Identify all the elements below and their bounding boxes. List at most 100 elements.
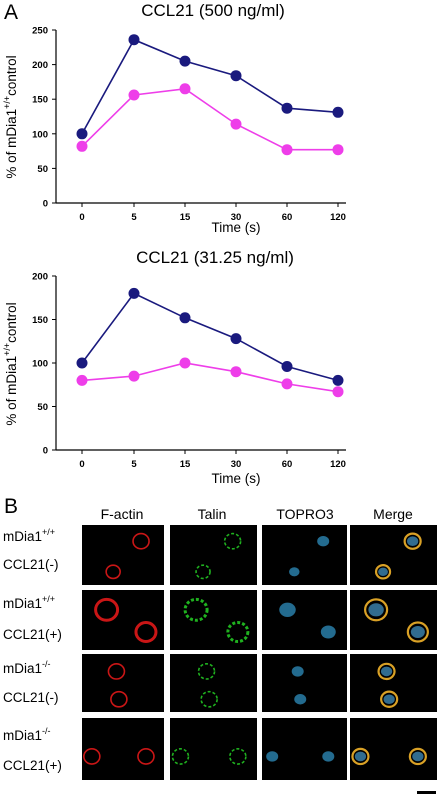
y-tick-label: 100 <box>32 359 48 370</box>
x-tick-label: 30 <box>231 459 242 470</box>
cell-outline <box>408 747 427 766</box>
scale-bar <box>417 791 436 794</box>
data-point <box>179 312 191 324</box>
series-line-1 <box>81 292 339 382</box>
cell-outline <box>94 597 120 622</box>
x-tick-label: 30 <box>231 212 242 223</box>
micrograph-tile <box>262 525 347 585</box>
x-tick-label: 60 <box>282 459 293 470</box>
x-tick-label: 0 <box>79 212 84 223</box>
data-point <box>76 357 88 369</box>
row-label-treatment: CCL21(+) <box>3 758 62 773</box>
x-tick-label: 5 <box>131 459 137 470</box>
genotype-text: mDia1 <box>3 728 42 743</box>
nucleus <box>383 694 395 705</box>
data-point <box>76 374 88 386</box>
y-tick-label: 50 <box>37 164 48 175</box>
nucleus <box>289 567 300 577</box>
micrograph-tile <box>350 590 437 650</box>
y-axis-label-suffix: control <box>4 302 19 343</box>
genotype-sup: -/- <box>42 659 51 669</box>
data-point <box>281 378 293 390</box>
x-tick-label: 60 <box>282 212 293 223</box>
chart-ccl21-31-25: CCL21 (31.25 ng/ml) % of mDia1+/+control… <box>2 248 346 486</box>
panel-a-label: A <box>4 1 18 24</box>
y-tick-label: 0 <box>43 199 48 210</box>
cell-outline <box>83 748 101 765</box>
nucleus <box>354 751 367 762</box>
x-tick-label: 15 <box>180 212 191 223</box>
x-axis-label: Time (s) <box>212 471 261 486</box>
y-tick-label: 200 <box>32 60 48 71</box>
nucleus <box>410 626 425 638</box>
row-label-treatment: CCL21(-) <box>3 690 59 705</box>
row-label-treatment: CCL21(-) <box>3 557 59 572</box>
row-label-genotype: mDia1-/- <box>3 659 51 676</box>
cell-outline <box>351 747 370 766</box>
cell-outline <box>226 621 250 643</box>
cell-outline <box>105 564 121 580</box>
nucleus <box>320 625 336 639</box>
nucleus <box>279 602 296 617</box>
y-tick-label: 0 <box>43 446 48 457</box>
row-label-treatment: CCL21(+) <box>3 627 62 642</box>
data-point <box>230 118 242 130</box>
cell-outline <box>364 598 389 622</box>
data-point <box>230 70 242 82</box>
cell-outline <box>171 748 190 765</box>
genotype-sup: -/- <box>42 726 51 736</box>
data-point <box>179 357 191 369</box>
y-tick-label: 50 <box>37 402 48 413</box>
data-point <box>332 106 344 118</box>
y-tick-label: 200 <box>32 272 48 283</box>
micrograph-tile <box>262 654 347 712</box>
column-header-talin: Talin <box>198 506 227 522</box>
row-label-genotype: mDia1+/+ <box>3 594 55 611</box>
x-tick-label: 120 <box>330 212 346 223</box>
cell-outline <box>223 532 242 550</box>
column-header-topro3: TOPRO3 <box>276 506 334 522</box>
x-tick-label: 120 <box>330 459 346 470</box>
y-axis-label-suffix: control <box>4 55 19 96</box>
y-tick-label: 100 <box>32 129 48 140</box>
micrograph-tile <box>350 525 437 585</box>
y-axis-label-prefix: % of mDia1 <box>4 356 19 426</box>
series-line-2 <box>81 362 339 393</box>
cell-outline <box>200 690 218 708</box>
panel-b-label: B <box>4 495 18 518</box>
x-axis-label: Time (s) <box>212 220 261 235</box>
nucleus <box>317 536 330 547</box>
nucleus <box>294 694 307 705</box>
data-point <box>281 144 293 156</box>
cell-outline <box>195 564 211 580</box>
micrograph-tile <box>262 590 347 650</box>
cell-outline <box>137 748 155 765</box>
data-point <box>230 366 242 378</box>
x-tick-label: 5 <box>131 212 137 223</box>
y-tick-label: 250 <box>32 26 48 37</box>
cell-outline <box>377 662 396 681</box>
micrograph-tile <box>262 718 347 780</box>
micrograph-tile <box>170 718 257 780</box>
y-axis-label-sup: +/+ <box>2 96 12 109</box>
chart-ccl21-500: CCL21 (500 ng/ml) % of mDia1+/+control T… <box>2 1 346 235</box>
chart-title: CCL21 (31.25 ng/ml) <box>136 248 294 267</box>
y-axis-label-prefix: % of mDia1 <box>4 109 19 179</box>
cell-outline <box>197 663 216 680</box>
nucleus <box>266 751 279 762</box>
cell-outline <box>110 690 128 708</box>
micrograph-tile <box>82 654 164 712</box>
y-tick-label: 150 <box>32 315 48 326</box>
column-header-f-actin: F-actin <box>101 506 144 522</box>
chart-title: CCL21 (500 ng/ml) <box>141 1 285 20</box>
genotype-text: mDia1 <box>3 529 42 544</box>
micrograph-tile <box>82 525 164 585</box>
micrograph-panel: F-actin Talin TOPRO3 Merge mDia1+/+ CCL2… <box>3 506 437 794</box>
row-label-genotype: mDia1-/- <box>3 726 51 743</box>
cell-outline <box>183 597 209 622</box>
data-point <box>128 287 140 299</box>
nucleus <box>412 751 424 762</box>
nucleus <box>368 603 384 617</box>
cell-outline <box>229 748 247 765</box>
